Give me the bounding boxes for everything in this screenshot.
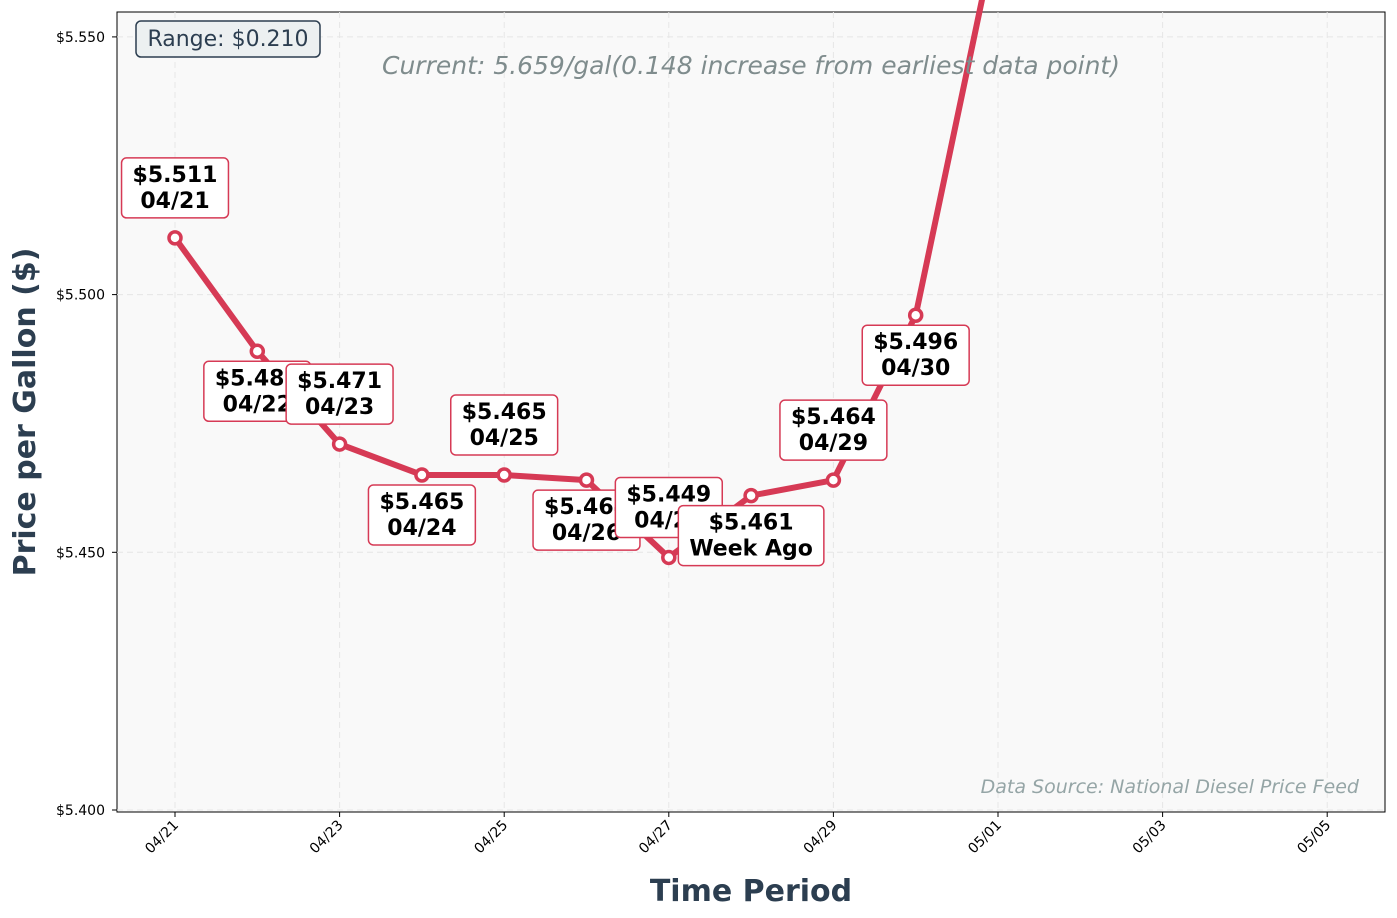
range-label: Range: $0.210: [147, 27, 308, 52]
annotation-label: 04/24: [387, 516, 456, 541]
chart-subtitle: Current: 5.659/gal(0.148 increase from e…: [382, 51, 1120, 80]
annotation-price: $5.465: [379, 490, 464, 515]
annotation-price: $5.461: [709, 511, 794, 536]
x-tick-label: 04/23: [307, 817, 347, 857]
annotation-box: [677, 504, 825, 567]
data-point: [414, 467, 430, 483]
x-tick-label: 04/29: [801, 817, 841, 857]
annotation-label: 04/21: [140, 189, 209, 214]
data-point: [578, 472, 595, 488]
annotation-label: 04/29: [799, 431, 868, 456]
annotation-box: [861, 324, 970, 386]
annotation-price: $5.464: [791, 405, 876, 430]
annotation-label: 04/30: [881, 356, 950, 381]
y-tick-label: $5.450: [56, 545, 105, 561]
y-tick-label: $5.550: [56, 30, 105, 46]
data-point: [167, 230, 183, 246]
annotation-box: [285, 363, 394, 425]
data-point: [661, 549, 677, 566]
data-point: [249, 343, 266, 360]
annotation-label: 04/26: [552, 521, 621, 546]
annotation-price: $5.471: [297, 369, 382, 394]
y-axis-title: Price per Gallon ($): [8, 248, 43, 577]
annotation-price: $5.496: [873, 330, 958, 355]
annotation-label: Week Ago: [689, 537, 813, 562]
annotation-box: [367, 484, 477, 546]
data-point: [331, 436, 348, 452]
x-tick-label: 05/01: [965, 817, 1005, 857]
data-points: [167, 230, 924, 566]
range-box: Range: $0.210: [135, 20, 321, 58]
data-point: [743, 487, 759, 504]
data-source-note: Data Source: National Diesel Price Feed: [981, 776, 1360, 798]
annotation-price: $5.465: [462, 400, 547, 425]
annotation-price: $5.511: [133, 163, 218, 188]
data-point: [907, 307, 924, 323]
x-tick-label: 04/25: [471, 817, 511, 857]
y-tick-label: $5.400: [56, 803, 105, 819]
x-axis-title: Time Period: [650, 874, 852, 909]
point-annotations: $5.51104/21$5.48904/22$5.47104/23$5.4650…: [120, 157, 970, 567]
data-point: [496, 467, 512, 483]
annotation-label: 04/25: [470, 426, 539, 451]
annotation-price: $5.449: [626, 482, 711, 507]
annotation-box: [120, 157, 230, 219]
x-tick-label: 04/27: [636, 817, 676, 857]
x-tick-label: 05/03: [1130, 817, 1170, 857]
annotation-label: 04/23: [305, 395, 374, 420]
annotation-box: [779, 399, 888, 461]
annotation-box: [449, 394, 559, 456]
annotation-label: 04/22: [223, 392, 292, 417]
data-point: [825, 472, 842, 488]
y-tick-label: $5.500: [56, 288, 105, 304]
x-tick-label: 04/21: [142, 817, 182, 857]
x-tick-label: 05/05: [1294, 817, 1334, 857]
